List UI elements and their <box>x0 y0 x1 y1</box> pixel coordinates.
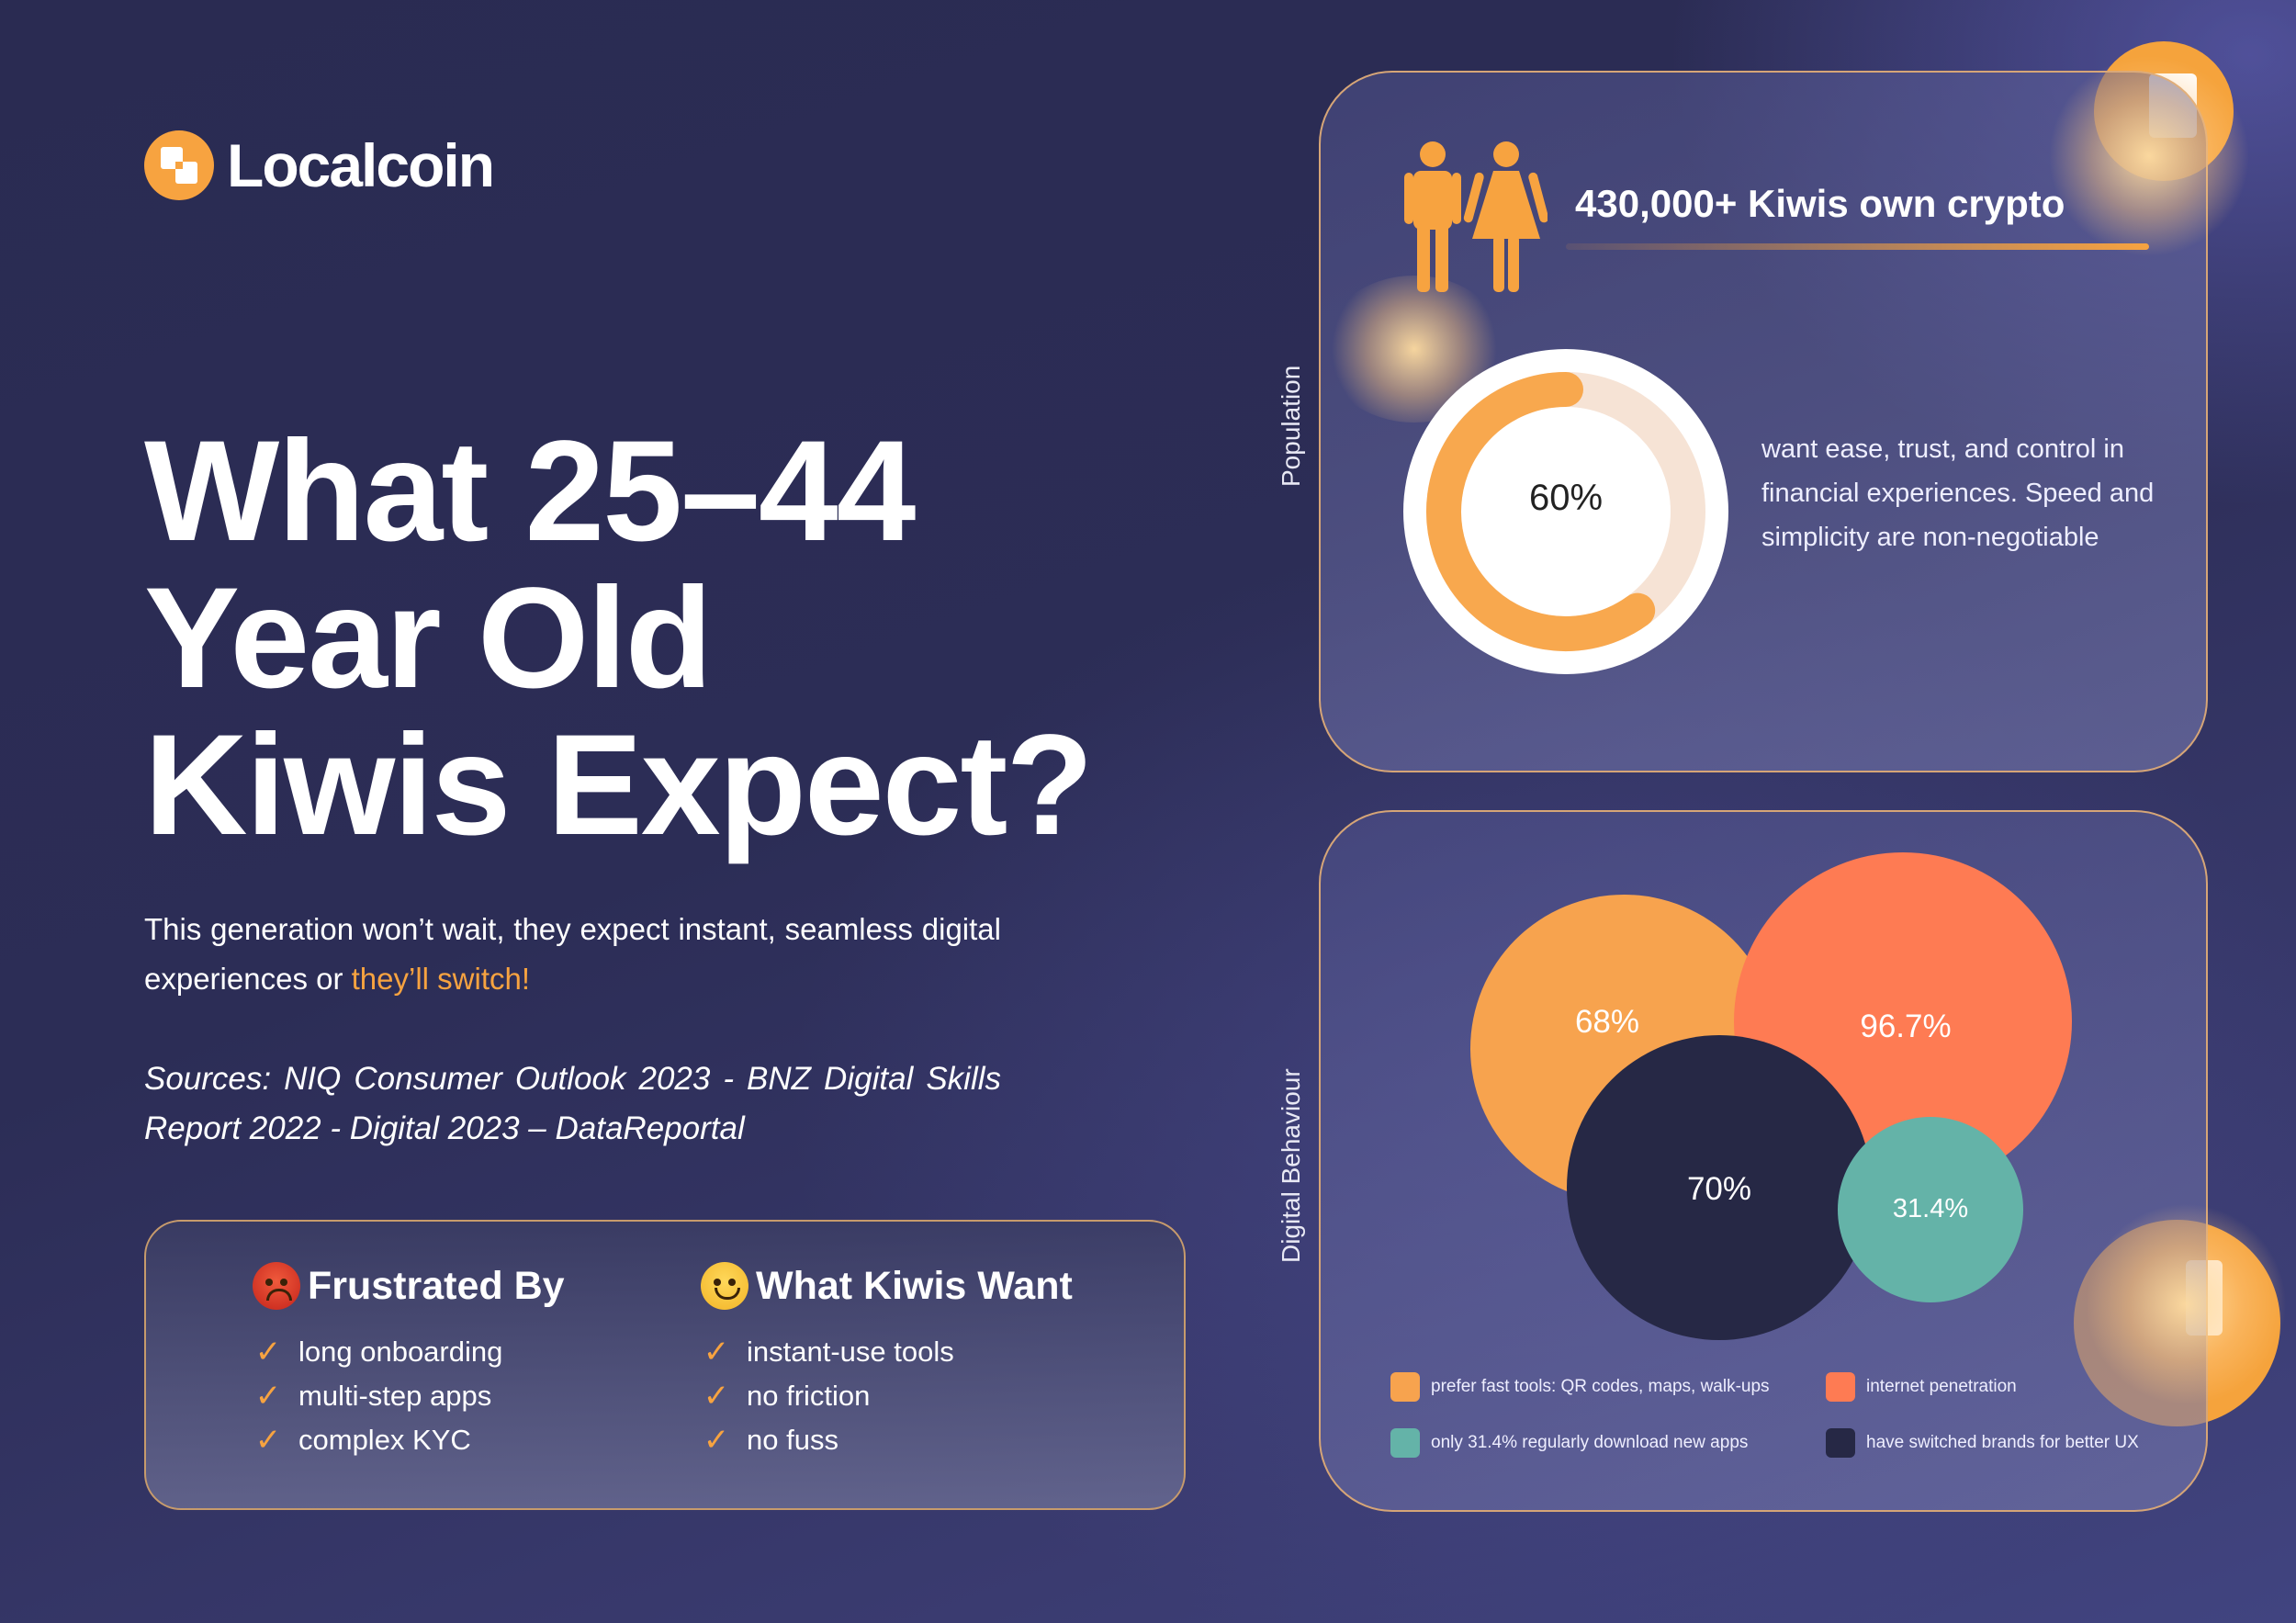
donut-percent-label: 60% <box>1528 478 1604 518</box>
list-item-text: multi-step apps <box>298 1380 492 1412</box>
list-item-text: no friction <box>747 1380 871 1412</box>
legend-item: internet penetration <box>1826 1372 2017 1402</box>
legend-text: prefer fast tools: QR codes, maps, walk-… <box>1431 1377 1770 1396</box>
glow-decor <box>2085 1203 2287 1405</box>
list-item-text: no fuss <box>747 1424 838 1456</box>
list-item-text: instant-use tools <box>747 1336 954 1368</box>
population-description: want ease, trust, and control in financi… <box>1761 434 2155 552</box>
bubble-label-switched: 70% <box>1686 1171 1752 1207</box>
bubble-label-fast-tools: 68% <box>1574 1004 1640 1040</box>
intro-accent: they’ll switch! <box>351 962 531 996</box>
expectations-card: Frustrated By ✓ long onboarding ✓ multi-st… <box>144 1220 1186 1510</box>
list-item-text: long onboarding <box>298 1336 503 1368</box>
brand-logo: Localcoin <box>144 130 495 200</box>
check-icon: ✓ <box>703 1334 730 1370</box>
angry-face-icon <box>253 1262 300 1310</box>
glow-decor <box>2048 55 2250 257</box>
legend-swatch-switched <box>1826 1428 1855 1458</box>
legend-item: prefer fast tools: QR codes, maps, walk-… <box>1390 1372 1770 1402</box>
legend-text: internet penetration <box>1866 1377 2017 1396</box>
frustrated-column: Frustrated By ✓ long onboarding ✓ multi-st… <box>253 1262 565 1462</box>
wants-column: What Kiwis Want ✓ instant-use tools ✓ no f… <box>701 1262 1073 1462</box>
check-icon: ✓ <box>703 1378 730 1414</box>
wants-title: What Kiwis Want <box>756 1263 1073 1308</box>
legend-text: have switched brands for better UX <box>1866 1433 2139 1452</box>
legend-text: only 31.4% regularly download new apps <box>1431 1433 1749 1452</box>
list-item-text: complex KYC <box>298 1424 471 1456</box>
population-side-label: Population <box>1277 365 1305 487</box>
list-item: ✓ no fuss <box>701 1418 1073 1462</box>
intro-text: This generation won’t wait, they expect … <box>144 905 1001 1004</box>
donut-arc <box>1426 372 1656 651</box>
list-item: ✓ long onboarding <box>253 1330 565 1374</box>
headline-line-3: Kiwis Expect? <box>144 705 1094 865</box>
population-stat-title: 430,000+ Kiwis own crypto <box>1575 182 2065 225</box>
digital-side-label: Digital Behaviour <box>1277 1068 1305 1263</box>
bubble-label-internet: 96.7% <box>1860 1009 1952 1044</box>
smiling-face-icon <box>701 1262 748 1310</box>
stat-underline <box>1566 243 2149 250</box>
bubble-switched <box>1567 1035 1872 1340</box>
legend-swatch-fast-tools <box>1390 1372 1420 1402</box>
check-icon: ✓ <box>254 1378 282 1414</box>
frustrated-title: Frustrated By <box>308 1263 565 1308</box>
check-icon: ✓ <box>254 1334 282 1370</box>
bubble-label-download: 31.4% <box>1892 1194 1969 1223</box>
list-item: ✓ complex KYC <box>253 1418 565 1462</box>
legend-swatch-internet <box>1826 1372 1855 1402</box>
population-donut-chart <box>1403 349 1728 674</box>
check-icon: ✓ <box>703 1422 730 1459</box>
check-icon: ✓ <box>254 1422 282 1459</box>
legend-item: only 31.4% regularly download new apps <box>1390 1428 1748 1458</box>
headline-line-2: Year Old <box>144 558 713 718</box>
intro-main: This generation won’t wait, they expect … <box>144 912 1001 996</box>
list-item: ✓ multi-step apps <box>253 1374 565 1418</box>
brand-name: Localcoin <box>227 131 495 199</box>
list-item: ✓ no friction <box>701 1374 1073 1418</box>
legend-item: have switched brands for better UX <box>1826 1428 2139 1458</box>
logo-mark-icon <box>144 130 214 200</box>
legend-swatch-download <box>1390 1428 1420 1458</box>
page-headline: What 25–44 Year Old Kiwis Expect? <box>144 418 1200 859</box>
sources-text: Sources: NIQ Consumer Outlook 2023 - BNZ… <box>144 1061 1001 1146</box>
headline-line-1: What 25–44 <box>144 411 916 571</box>
bubble-download <box>1838 1117 2023 1302</box>
people-icon <box>1404 141 1548 292</box>
list-item: ✓ instant-use tools <box>701 1330 1073 1374</box>
donut-hole <box>1462 408 1670 615</box>
